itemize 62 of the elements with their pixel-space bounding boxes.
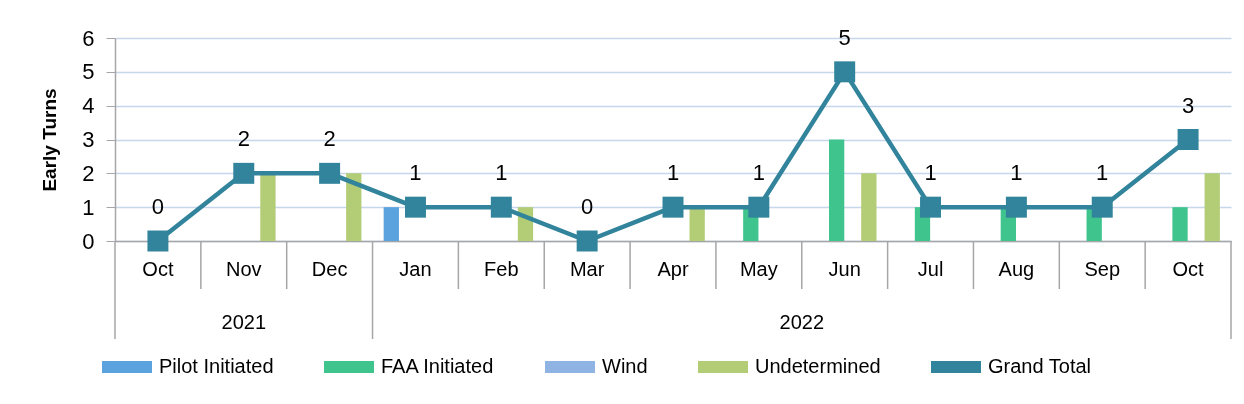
data-label: 1 — [1010, 160, 1023, 186]
x-tick-label: Jan — [399, 257, 432, 280]
legend-label: Pilot Initiated — [159, 355, 274, 377]
point — [319, 162, 341, 184]
data-label: 1 — [752, 160, 765, 186]
y-tick-label: 5 — [82, 59, 95, 85]
point — [1005, 196, 1027, 218]
legend-label: Wind — [602, 355, 648, 377]
data-label: 0 — [581, 194, 594, 219]
bar — [1172, 207, 1188, 241]
y-tick-label: 3 — [82, 127, 95, 152]
point — [748, 196, 770, 218]
point — [834, 61, 856, 83]
bar — [689, 207, 705, 241]
bar — [383, 207, 399, 241]
data-label: 1 — [495, 160, 508, 186]
x-tick-label: Oct — [1172, 257, 1205, 280]
y-tick-label: 2 — [82, 160, 95, 186]
bar — [1204, 173, 1220, 241]
text: 2022 — [779, 311, 825, 333]
x-tick-label: Sep — [1084, 257, 1121, 280]
y-tick-label: 4 — [82, 93, 95, 119]
x-tick-label: Jun — [828, 257, 861, 280]
x-tick-label: Aug — [998, 257, 1035, 280]
point — [662, 196, 684, 218]
legend-label: FAA Initiated — [381, 355, 494, 377]
y-tick-label: 0 — [82, 228, 95, 254]
x-tick-label: Dec — [311, 257, 348, 280]
point — [404, 196, 426, 218]
y-axis-title: Early Turns — [39, 88, 61, 192]
legend-label: Grand Total — [988, 355, 1092, 377]
data-label: 1 — [924, 160, 937, 186]
point — [1091, 196, 1113, 218]
point — [147, 230, 169, 252]
x-tick-label: May — [739, 257, 778, 280]
x-tick-label: Mar — [569, 257, 605, 280]
legend-label: Undetermined — [755, 355, 881, 377]
x-tick-label: Jul — [917, 257, 944, 280]
y-tick-label: 1 — [82, 194, 95, 220]
data-label: 1 — [409, 160, 422, 186]
data-label: 0 — [151, 194, 165, 219]
y-tick-label: 6 — [82, 25, 95, 51]
point — [233, 162, 255, 184]
x-tick-label: Apr — [657, 257, 689, 280]
bar — [828, 139, 845, 241]
point — [1177, 129, 1199, 150]
text: 2021 — [221, 311, 267, 333]
bar — [346, 173, 362, 241]
bar — [260, 173, 276, 241]
x-tick-label: Feb — [484, 257, 519, 280]
data-label: 1 — [1096, 160, 1109, 186]
point — [576, 230, 598, 252]
bar — [861, 173, 877, 241]
data-label: 1 — [666, 160, 680, 186]
x-tick-label: Oct — [142, 257, 174, 280]
point — [490, 196, 512, 218]
data-label: 2 — [237, 126, 250, 152]
data-label: 2 — [323, 126, 336, 152]
data-label: 3 — [1181, 92, 1195, 118]
x-tick-label: Nov — [225, 257, 262, 280]
data-label: 5 — [838, 24, 851, 50]
point — [920, 196, 942, 218]
